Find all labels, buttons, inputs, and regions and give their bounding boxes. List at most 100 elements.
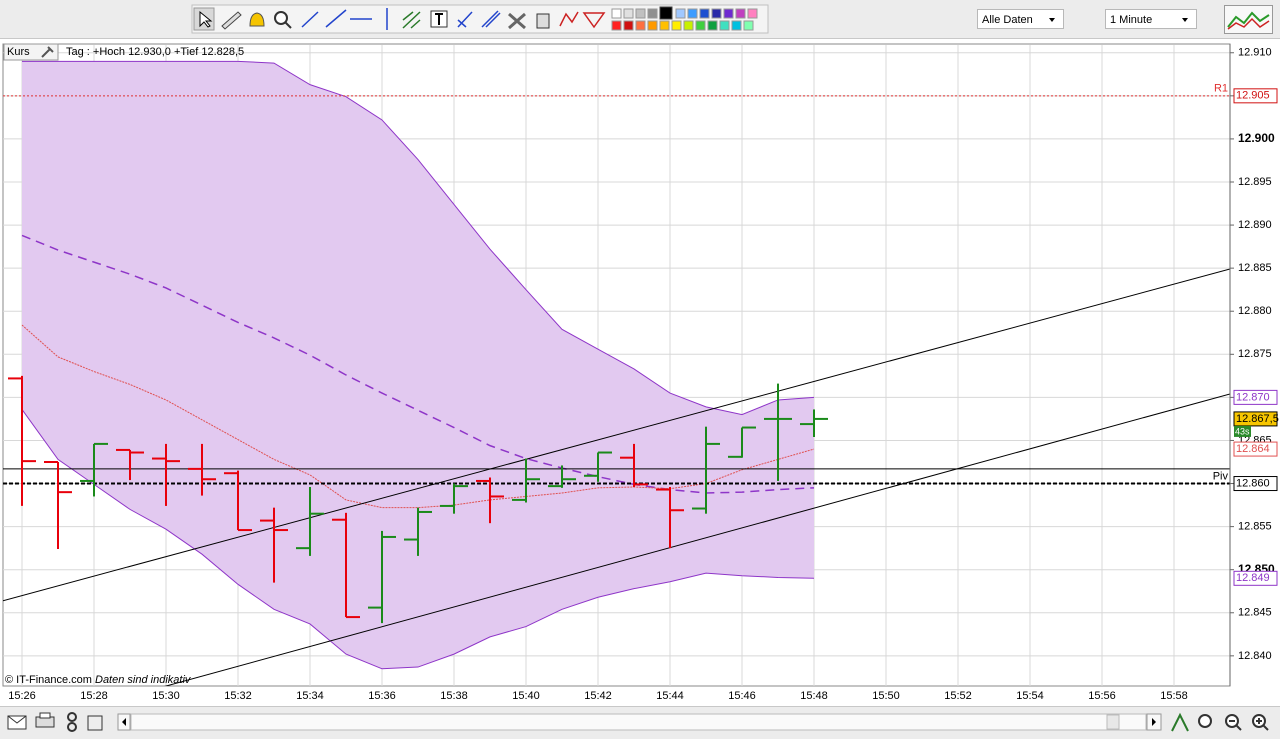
tool-fib[interactable]	[457, 11, 473, 28]
countdown: 43s	[1235, 426, 1250, 436]
x-tick-label: 15:46	[728, 690, 756, 702]
instrument-box	[3, 43, 59, 61]
swatch[interactable]	[683, 20, 694, 31]
price-tag-label: 12.864	[1236, 443, 1270, 455]
trendline	[164, 393, 1230, 686]
tool-triangle[interactable]	[582, 12, 606, 29]
toolbar: Alle Daten 1 Minute	[0, 0, 1280, 39]
band-fill	[22, 61, 814, 669]
swatch[interactable]	[707, 20, 718, 31]
y-tick-label: 12.840	[1238, 650, 1272, 662]
level-label: R1	[1214, 83, 1228, 95]
y-tick-label: 12.880	[1238, 305, 1272, 317]
price-tag-label: 12.905	[1236, 90, 1270, 102]
interval-select[interactable]: 1 Minute	[1105, 9, 1197, 29]
price-tag-box	[1233, 411, 1278, 427]
tool-ruler[interactable]	[221, 11, 242, 30]
x-tick-label: 15:40	[512, 690, 540, 702]
swatch[interactable]	[647, 20, 658, 31]
price-tag-box	[1233, 570, 1278, 586]
x-tick-label: 15:52	[944, 690, 972, 702]
y-tick-label: 12.910	[1238, 47, 1272, 59]
swatch[interactable]	[623, 8, 634, 19]
cursor-icon	[199, 10, 213, 28]
tool-parallel[interactable]	[481, 10, 501, 28]
info-text: Tag : +Hoch 12.930,0 +Tief 12.828,5	[66, 46, 244, 58]
x-tick-label: 15:48	[800, 690, 828, 702]
y-tick-label: 12.900	[1238, 131, 1275, 145]
x-tick-label: 15:28	[80, 690, 108, 702]
swatch[interactable]	[675, 8, 686, 19]
swatch[interactable]	[611, 20, 622, 31]
y-tick-label: 12.855	[1238, 521, 1272, 533]
swatch[interactable]	[659, 20, 670, 31]
level-label: Piv	[1213, 470, 1229, 482]
band-lower	[21, 409, 815, 670]
band-upper	[22, 60, 815, 416]
swatch[interactable]	[635, 8, 646, 19]
swatch[interactable]	[695, 20, 706, 31]
text-icon	[435, 13, 443, 25]
tool-channel[interactable]	[402, 11, 421, 29]
tool-ray[interactable]	[325, 9, 347, 28]
x-tick-label: 15:32	[224, 690, 252, 702]
tool-zoom[interactable]	[274, 11, 288, 25]
data-range-select[interactable]: Alle Daten	[977, 9, 1064, 29]
swatch[interactable]	[735, 8, 746, 19]
chart-type-button[interactable]	[1224, 5, 1274, 35]
tool-settings[interactable]	[508, 12, 526, 30]
chart: 12.84012.84512.85012.85512.86012.86512.8…	[2, 43, 1279, 702]
price-tag-box	[1233, 389, 1278, 405]
x-tick-label: 15:34	[296, 690, 324, 702]
copy-button[interactable]	[87, 715, 103, 731]
x-tick-label: 15:30	[152, 690, 180, 702]
x-tick-label: 15:26	[8, 690, 36, 702]
x-tick-label: 15:54	[1016, 690, 1044, 702]
arrow-left	[122, 718, 126, 726]
tool-delete[interactable]	[536, 13, 550, 29]
swatch[interactable]	[719, 20, 730, 31]
swatch[interactable]	[647, 8, 658, 19]
mail-icon	[7, 715, 27, 724]
price-tag-box	[1233, 88, 1278, 104]
moving-average	[21, 324, 815, 509]
swatch[interactable]	[731, 20, 742, 31]
y-tick-label: 12.845	[1238, 607, 1272, 619]
settings-icon[interactable]	[41, 46, 54, 58]
zoom-area-button[interactable]	[1198, 714, 1212, 728]
link-icon	[67, 722, 77, 732]
swatch[interactable]	[711, 8, 722, 19]
price-tag-label: 12.870	[1236, 391, 1270, 403]
swatch[interactable]	[635, 20, 646, 31]
trendline	[3, 268, 1230, 602]
swatch[interactable]	[611, 8, 622, 19]
scroll-track[interactable]	[130, 713, 1147, 731]
swatch[interactable]	[699, 8, 710, 19]
x-tick-label: 15:58	[1160, 690, 1188, 702]
tool-pattern[interactable]	[559, 11, 579, 27]
axes: 12.84012.84512.85012.85512.86012.86512.8…	[8, 44, 1279, 702]
swatch[interactable]	[671, 20, 682, 31]
swatch[interactable]	[723, 8, 734, 19]
tool-alarm[interactable]	[249, 12, 265, 27]
price-tag-box	[1233, 441, 1278, 457]
price-tag-box	[1233, 476, 1278, 492]
price-tag-label: 12.860	[1236, 477, 1270, 489]
zoom-out-icon	[1229, 720, 1242, 731]
chart-icon	[1227, 11, 1270, 28]
bottom-icons	[7, 712, 1269, 732]
swatch[interactable]	[743, 20, 754, 31]
link-button[interactable]	[67, 712, 77, 722]
tool-icons	[191, 4, 769, 34]
countdown-box	[1234, 425, 1251, 437]
tool-line[interactable]	[301, 11, 319, 28]
swatch[interactable]	[623, 20, 634, 31]
print-icon	[39, 712, 51, 719]
scroll-thumb[interactable]	[1106, 714, 1120, 730]
fit-button[interactable]	[1171, 712, 1189, 732]
swatch[interactable]	[747, 8, 758, 19]
swatch[interactable]	[659, 6, 673, 20]
bottom-toolbar	[0, 706, 1280, 739]
swatch[interactable]	[687, 8, 698, 19]
